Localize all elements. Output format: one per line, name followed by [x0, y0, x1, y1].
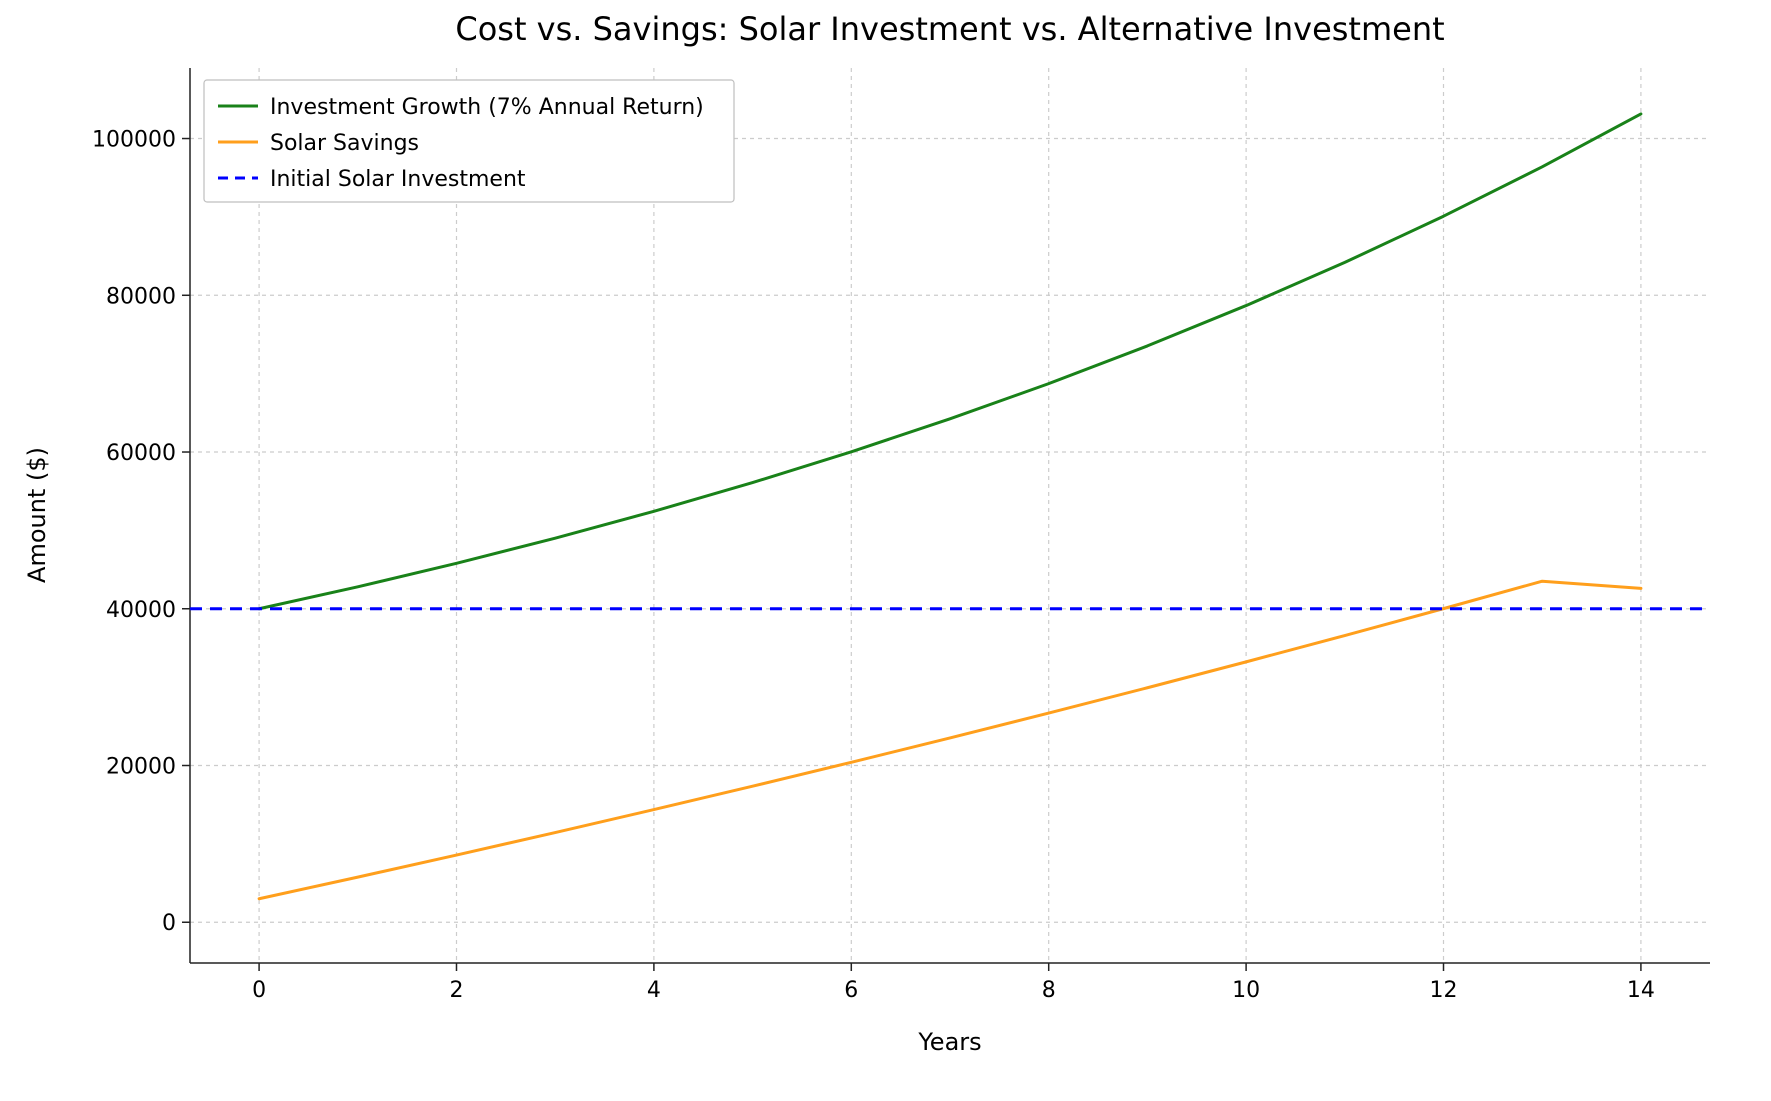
x-tick-label: 2: [449, 978, 463, 1003]
legend: Investment Growth (7% Annual Return) Sola…: [204, 80, 734, 202]
legend-label-initial_investment: Initial Solar Investment: [270, 167, 526, 192]
x-tick-label: 8: [1042, 978, 1056, 1003]
legend-label-investment_growth: Investment Growth (7% Annual Return): [270, 95, 704, 120]
y-tick-label: 0: [162, 911, 176, 936]
x-tick-label: 4: [647, 978, 661, 1003]
chart-svg: Cost vs. Savings: Solar Investment vs. A…: [0, 0, 1771, 1101]
y-tick-label: 80000: [106, 284, 176, 309]
legend-label-solar_savings: Solar Savings: [270, 131, 419, 156]
y-tick-label: 60000: [106, 441, 176, 466]
x-tick-label: 0: [252, 978, 266, 1003]
x-tick-label: 12: [1430, 978, 1458, 1003]
x-tick-label: 6: [844, 978, 858, 1003]
x-tick-label: 10: [1232, 978, 1260, 1003]
y-tick-label: 20000: [106, 755, 176, 780]
y-axis-label: Amount ($): [23, 447, 51, 583]
chart-title: Cost vs. Savings: Solar Investment vs. A…: [455, 10, 1444, 48]
chart-container: Cost vs. Savings: Solar Investment vs. A…: [0, 0, 1771, 1101]
x-tick-label: 14: [1627, 978, 1655, 1003]
plot-area: 0 2 4 6 8 10 12 14 0 20000 40000 60000 80000 100000: [92, 68, 1710, 1003]
y-tick-label: 40000: [106, 598, 176, 623]
y-tick-label: 100000: [92, 128, 176, 153]
x-axis-label: Years: [917, 1028, 981, 1056]
